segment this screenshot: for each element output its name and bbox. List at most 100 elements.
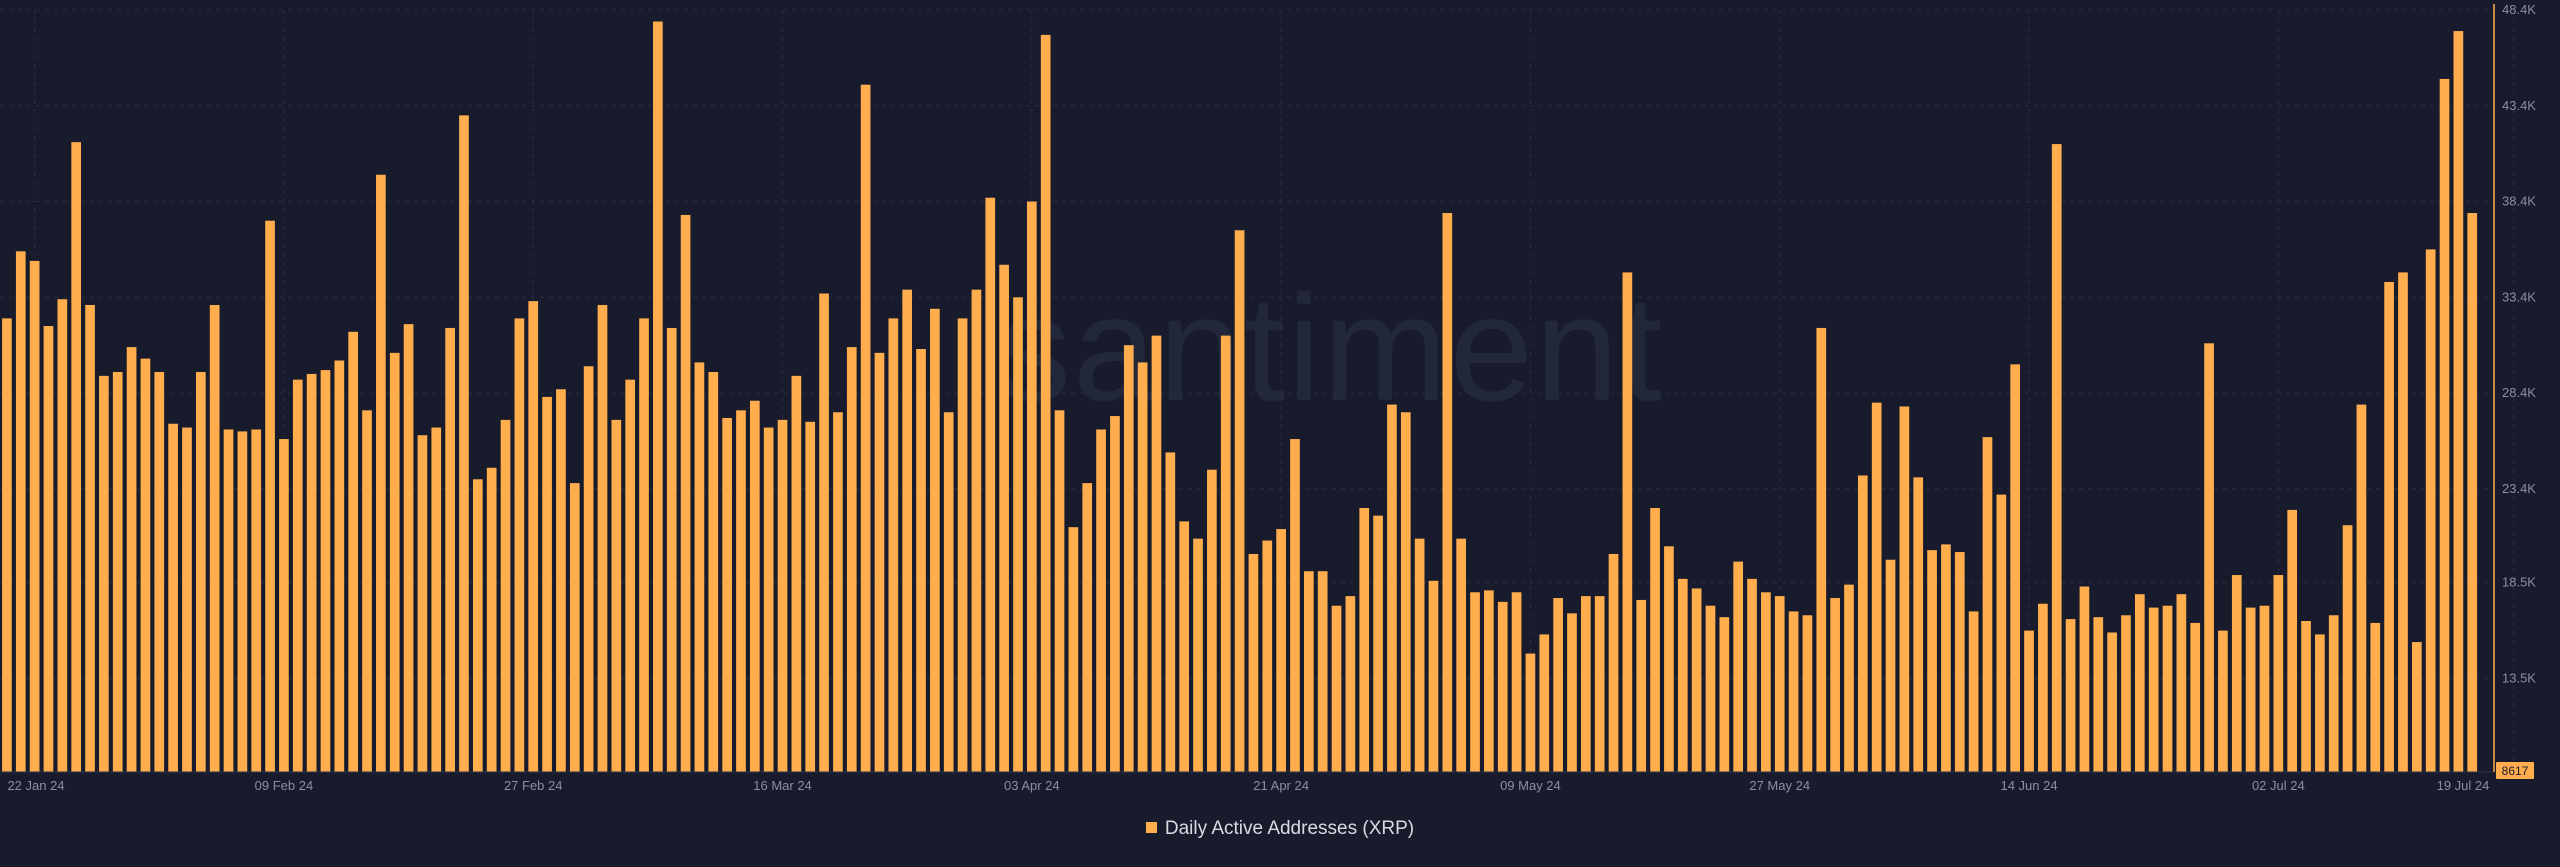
bar[interactable]	[85, 304, 95, 772]
bar[interactable]	[777, 419, 788, 772]
bar[interactable]	[736, 410, 746, 772]
bar[interactable]	[597, 304, 608, 772]
bar[interactable]	[1123, 345, 1134, 772]
bar[interactable]	[1719, 617, 1730, 772]
bar[interactable]	[1636, 599, 1647, 772]
bar[interactable]	[2259, 605, 2270, 772]
bar[interactable]	[2148, 607, 2159, 772]
bar[interactable]	[389, 352, 400, 772]
bar[interactable]	[2093, 617, 2104, 772]
bar[interactable]	[2398, 272, 2408, 772]
bar[interactable]	[833, 412, 843, 772]
bar[interactable]	[1650, 508, 1660, 772]
bar[interactable]	[2287, 509, 2298, 772]
bar[interactable]	[805, 421, 816, 772]
bar[interactable]	[1996, 494, 2007, 772]
bar[interactable]	[902, 289, 913, 772]
bar[interactable]	[1456, 538, 1467, 772]
bar[interactable]	[1387, 404, 1397, 772]
bar[interactable]	[1802, 615, 1813, 772]
bar[interactable]	[1442, 213, 1453, 772]
bar[interactable]	[2301, 621, 2311, 772]
bar[interactable]	[1747, 578, 1757, 772]
bar[interactable]	[2370, 622, 2381, 772]
bar[interactable]	[957, 318, 968, 772]
bar[interactable]	[1968, 611, 1979, 772]
bar[interactable]	[1608, 553, 1619, 772]
bar[interactable]	[2121, 615, 2131, 772]
bar[interactable]	[500, 419, 511, 772]
bar[interactable]	[916, 349, 926, 772]
bar[interactable]	[1082, 483, 1093, 772]
bar[interactable]	[1428, 580, 1439, 772]
bar[interactable]	[251, 429, 262, 772]
bar[interactable]	[1317, 571, 1328, 772]
bar[interactable]	[1414, 538, 1425, 772]
bar[interactable]	[2231, 575, 2242, 772]
bar[interactable]	[126, 347, 137, 772]
bar[interactable]	[403, 324, 414, 772]
bar[interactable]	[1165, 452, 1176, 772]
bar[interactable]	[694, 362, 705, 772]
bar[interactable]	[2273, 575, 2284, 772]
bar[interactable]	[431, 427, 442, 772]
bar[interactable]	[639, 318, 649, 772]
bar[interactable]	[1733, 561, 1744, 772]
bar[interactable]	[376, 174, 386, 773]
bar[interactable]	[1525, 653, 1536, 772]
bar[interactable]	[1262, 540, 1273, 772]
bar[interactable]	[1774, 596, 1785, 772]
bar[interactable]	[680, 214, 691, 772]
bar[interactable]	[417, 435, 428, 772]
bar[interactable]	[43, 326, 54, 772]
bar[interactable]	[1110, 416, 1120, 772]
bar[interactable]	[2204, 343, 2214, 772]
bar[interactable]	[1844, 584, 1854, 772]
bar[interactable]	[168, 423, 178, 772]
bar[interactable]	[1026, 201, 1037, 773]
bar[interactable]	[1290, 439, 1300, 772]
bar[interactable]	[1761, 592, 1771, 772]
bar[interactable]	[348, 331, 359, 772]
bar[interactable]	[722, 417, 732, 772]
legend[interactable]: Daily Active Addresses (XRP)	[0, 818, 2560, 840]
bar[interactable]	[2, 318, 12, 772]
bar[interactable]	[749, 400, 760, 772]
bar[interactable]	[1677, 578, 1688, 772]
bar[interactable]	[1234, 230, 1245, 772]
bar[interactable]	[611, 419, 622, 772]
bar[interactable]	[2439, 78, 2450, 772]
bar[interactable]	[334, 360, 345, 772]
bar[interactable]	[1054, 410, 1065, 772]
bar[interactable]	[1857, 475, 1868, 772]
bar[interactable]	[1539, 634, 1550, 772]
bar[interactable]	[1511, 592, 1522, 772]
bar[interactable]	[1359, 508, 1370, 772]
bar[interactable]	[2190, 622, 2201, 772]
bar[interactable]	[1885, 559, 1896, 772]
bar[interactable]	[569, 483, 580, 772]
bar[interactable]	[708, 372, 719, 772]
bar[interactable]	[1871, 402, 1882, 772]
bar[interactable]	[1982, 437, 1993, 772]
bar[interactable]	[2038, 603, 2048, 772]
bar[interactable]	[791, 375, 802, 772]
bar[interactable]	[15, 251, 26, 773]
bar[interactable]	[223, 429, 234, 772]
bar[interactable]	[1899, 406, 1910, 772]
bar[interactable]	[279, 439, 289, 772]
bar[interactable]	[237, 431, 248, 772]
bar[interactable]	[265, 220, 275, 772]
bar[interactable]	[57, 299, 68, 772]
bar[interactable]	[999, 264, 1009, 772]
bar[interactable]	[971, 289, 982, 772]
bar[interactable]	[1193, 538, 1203, 772]
bar[interactable]	[2356, 404, 2367, 772]
bar[interactable]	[1276, 529, 1286, 772]
bar[interactable]	[2315, 634, 2325, 772]
bar[interactable]	[1484, 590, 1494, 772]
bar[interactable]	[1664, 546, 1674, 772]
bar[interactable]	[2342, 525, 2353, 772]
bar[interactable]	[1927, 550, 1937, 772]
bar[interactable]	[1691, 588, 1702, 772]
